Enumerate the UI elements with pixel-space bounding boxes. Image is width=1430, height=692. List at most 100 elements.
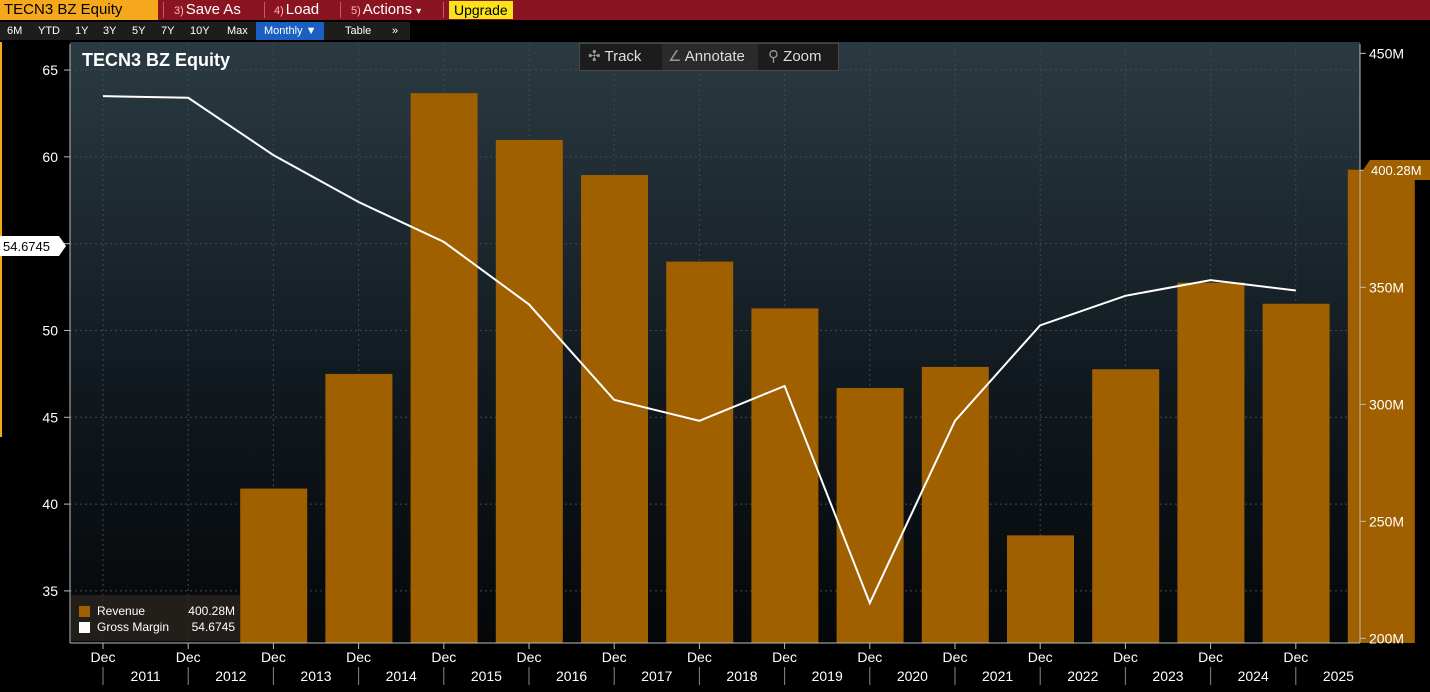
x-axis-year-label: 2013 [300, 668, 331, 684]
revenue-bar [1007, 535, 1074, 643]
x-axis-year-label: 2018 [726, 668, 757, 684]
toolbar-divider [340, 2, 341, 18]
x-axis-month-label: Dec [857, 649, 882, 665]
track-button[interactable]: ✣ Track [588, 44, 641, 70]
revenue-last-value-tag: 400.28M [1363, 160, 1430, 180]
revenue-bar [751, 308, 819, 643]
revenue-bar [666, 261, 734, 643]
range-10y-button[interactable]: 10Y [190, 25, 210, 37]
left-axis-tick-label: 60 [42, 149, 58, 165]
legend-revenue-value: 400.28M [188, 604, 235, 618]
revenue-bar [921, 366, 989, 643]
left-axis-tick-label: 40 [42, 496, 58, 512]
x-axis-year-label: 2023 [1152, 668, 1183, 684]
legend-gross-margin-value: 54.6745 [191, 620, 235, 634]
revenue-last-value: 400.28M [1371, 163, 1422, 178]
range-ytd-button[interactable]: YTD [38, 25, 60, 37]
x-axis-month-label: Dec [943, 649, 968, 665]
track-label: Track [604, 48, 642, 65]
range-3y-button[interactable]: 3Y [103, 25, 117, 37]
gross-margin-line [102, 95, 1296, 606]
load-label: Load [285, 1, 320, 18]
x-axis-month-label: Dec [176, 649, 201, 665]
zoom-label: Zoom [783, 48, 822, 65]
legend-gross-margin-name: Gross Margin [97, 620, 170, 634]
load-button[interactable]: 4) Load [274, 0, 319, 20]
crosshair-icon: ✣ [588, 48, 601, 65]
revenue-tag-shape [1363, 160, 1430, 180]
load-shortcut: 4) [274, 5, 284, 17]
gross-margin-swatch [79, 622, 90, 633]
x-axis-month-label: Dec [517, 649, 542, 665]
x-axis-year-label: 2012 [215, 668, 246, 684]
x-axis-month-label: Dec [346, 649, 371, 665]
save-as-label: Save As [185, 1, 241, 18]
upgrade-button[interactable]: Upgrade [449, 1, 513, 19]
revenue-swatch [79, 606, 90, 617]
range-max-button[interactable]: Max [227, 25, 248, 37]
chart-title: TECN3 BZ Equity [82, 50, 230, 70]
annotate-button[interactable]: ∠ Annotate [662, 44, 758, 70]
table-view-button[interactable]: Table [345, 25, 372, 37]
x-axis-month-label: Dec [1198, 649, 1223, 665]
left-axis-tick-label: 50 [42, 322, 58, 338]
revenue-bar [410, 93, 478, 643]
right-axis-tick-label: 450M [1369, 45, 1404, 61]
top-toolbar: TECN3 BZ Equity 3) Save As 4) Load 5) Actio… [0, 0, 1430, 20]
revenue-bar [1262, 303, 1330, 643]
date-range-bar: 6M YTD 1Y 3Y 5Y 7Y 10Y Max Monthly ▼ Tab… [0, 22, 410, 40]
revenue-bar [1092, 369, 1160, 643]
x-axis-year-label: 2019 [812, 668, 843, 684]
x-axis-month-label: Dec [687, 649, 712, 665]
revenue-bar [325, 373, 393, 643]
actions-menu-button[interactable]: 5) Actions ▾ [351, 0, 421, 20]
x-axis-month-label: Dec [91, 649, 116, 665]
x-axis-month-label: Dec [602, 649, 627, 665]
x-axis-month-label: Dec [1113, 649, 1138, 665]
save-as-button[interactable]: 3) Save As [174, 0, 241, 20]
legend-item-revenue: Revenue 400.28M [79, 603, 235, 619]
ticker-field[interactable]: TECN3 BZ Equity [0, 0, 158, 20]
annotate-label: Annotate [684, 48, 745, 65]
range-1y-button[interactable]: 1Y [75, 25, 89, 37]
right-axis-tick-label: 300M [1369, 396, 1404, 412]
x-axis-year-label: 2020 [897, 668, 928, 684]
range-6m-button[interactable]: 6M [7, 25, 23, 37]
revenue-bar [581, 175, 648, 643]
more-options-button[interactable]: » [392, 25, 399, 37]
revenue-bar [240, 488, 308, 643]
right-axis-tick-label: 250M [1369, 513, 1404, 529]
frequency-dropdown[interactable]: Monthly ▼ [256, 22, 325, 40]
x-axis-year-label: 2024 [1238, 668, 1269, 684]
range-5y-button[interactable]: 5Y [132, 25, 146, 37]
x-axis-month-label: Dec [261, 649, 286, 665]
zoom-button[interactable]: ⚲ Zoom [768, 44, 822, 70]
legend-revenue-name: Revenue [97, 604, 146, 618]
gross-margin-last-value: 54.6745 [3, 239, 50, 254]
chart-canvas: 65605550454035450M400M350M300M250M200MDe… [0, 42, 1430, 685]
chart-tools-panel: ✣ Track ∠ Annotate ⚲ Zoom [579, 43, 839, 71]
x-axis-year-label: 2015 [471, 668, 502, 684]
x-axis-year-label: 2021 [982, 668, 1013, 684]
revenue-bars [240, 93, 1415, 643]
axis-labels: 65605550454035450M400M350M300M250M200MDe… [42, 45, 1404, 685]
range-7y-button[interactable]: 7Y [161, 25, 175, 37]
chevron-down-icon: ▾ [416, 6, 422, 17]
x-axis-month-label: Dec [1283, 649, 1308, 665]
pencil-icon: ∠ [668, 48, 682, 65]
left-axis-tick-label: 65 [42, 62, 58, 78]
x-axis-year-label: 2016 [556, 668, 587, 684]
revenue-bar [1347, 169, 1415, 643]
axes [69, 44, 1361, 644]
actions-shortcut: 5) [351, 5, 361, 17]
save-as-shortcut: 3) [174, 5, 184, 17]
x-axis-year-label: 2017 [641, 668, 672, 684]
revenue-bar [1177, 282, 1245, 643]
revenue-bar [495, 139, 563, 643]
left-axis-tick-label: 45 [42, 409, 58, 425]
x-axis-year-label: 2014 [386, 668, 417, 684]
gross-margin-tag-shape [0, 236, 66, 256]
x-axis-year-label: 2022 [1067, 668, 1098, 684]
chart-legend: Revenue 400.28M Gross Margin 54.6745 [71, 595, 240, 641]
legend-item-gross-margin: Gross Margin 54.6745 [79, 619, 235, 635]
